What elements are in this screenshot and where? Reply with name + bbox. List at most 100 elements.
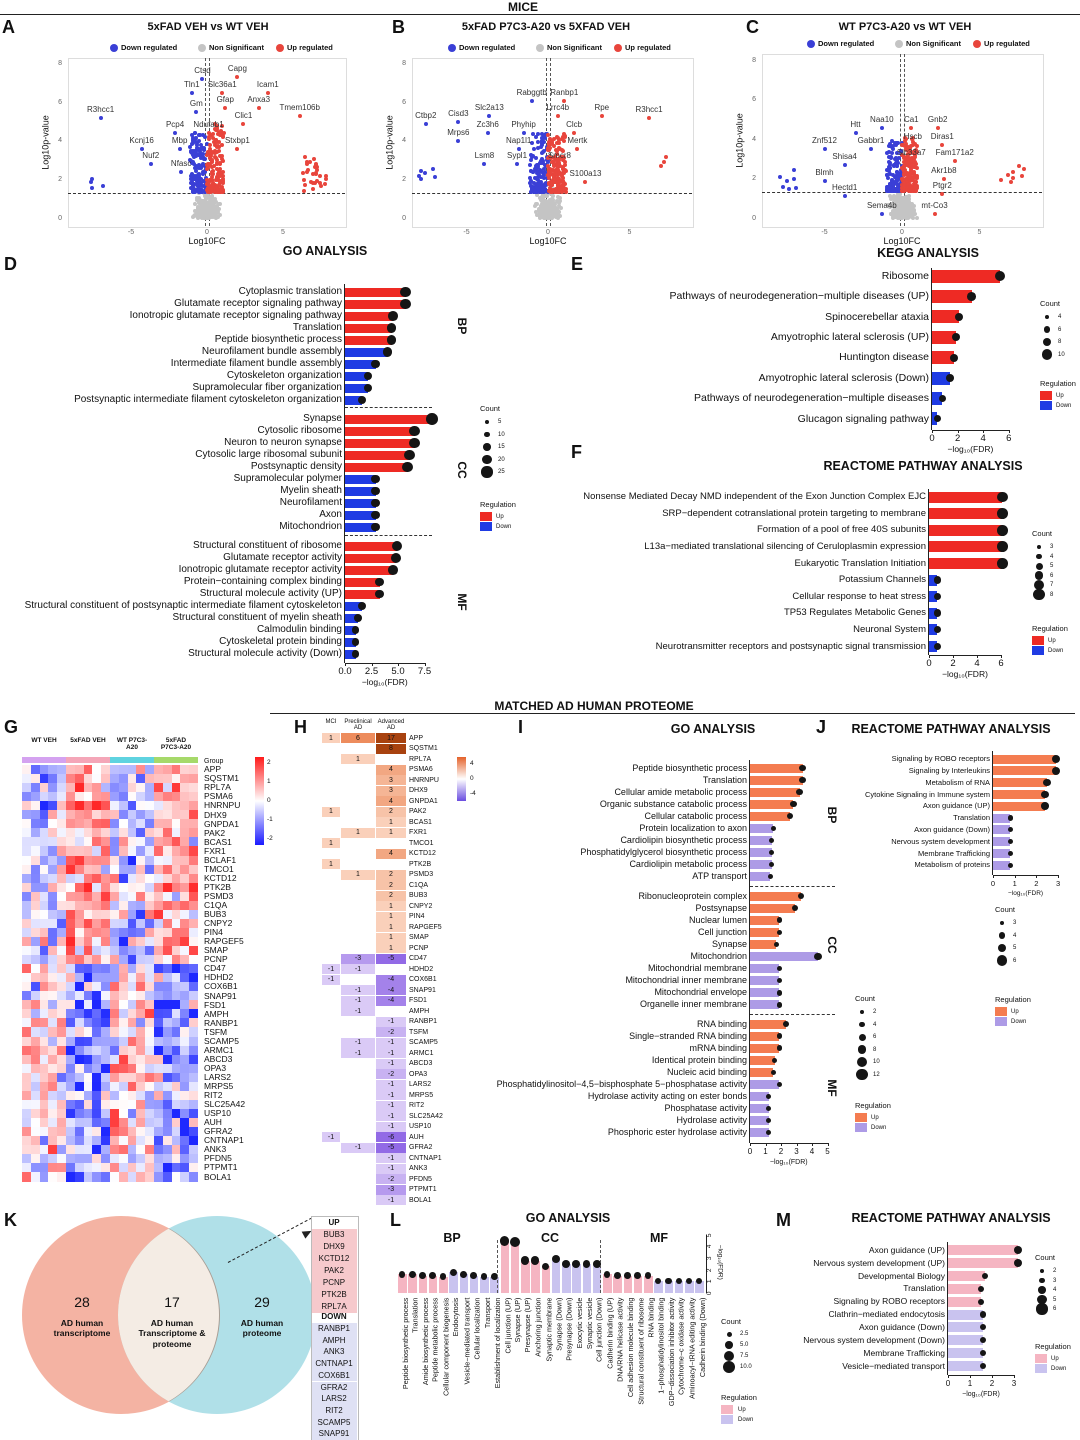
count-dot [933, 592, 942, 601]
count-dot [766, 1106, 772, 1112]
heatmap-cell [22, 1036, 32, 1046]
heatmap-cell [118, 1145, 128, 1155]
heatmap-cell [162, 828, 172, 838]
heatmap-cell [66, 1081, 76, 1092]
term-label: Nuclear lumen [688, 914, 747, 925]
heatmap-cell [48, 855, 58, 865]
gene-label: Naa10 [870, 114, 894, 124]
legend-label: Non Significant [209, 43, 264, 53]
gene-label: AMPH [409, 1007, 430, 1015]
data-point [550, 187, 555, 192]
count-dot [982, 1272, 989, 1279]
heatmap-cell [127, 1036, 137, 1046]
count-dot [980, 1363, 987, 1370]
heatmap-cell [30, 909, 40, 920]
x-tick-label: 0 [926, 658, 932, 670]
legend-down-label: Down [1056, 403, 1072, 409]
heatmap-cell [136, 1072, 146, 1083]
heatmap-cell [48, 1172, 58, 1182]
data-point [205, 215, 210, 220]
data-point [256, 106, 261, 111]
heatmap-cell [83, 891, 93, 902]
x-axis [750, 1143, 828, 1144]
heatmap-cell [145, 801, 155, 811]
term-label: L13a−mediated translational silencing of… [644, 541, 926, 553]
heatmap-cell [136, 882, 146, 892]
gene-label: RANBP1 [204, 1017, 239, 1028]
heatmap-cell [145, 955, 155, 965]
term-label: Peptide metabolic process [431, 1297, 441, 1383]
count-dot [1051, 754, 1061, 764]
cell-value: -1 [387, 1039, 395, 1047]
bar-up [750, 799, 794, 809]
heatmap-cell [22, 1127, 32, 1137]
term-label: Vesicle−mediated transport [842, 1360, 945, 1371]
gene-label: Hectd1 [831, 183, 858, 193]
heatmap-cell [110, 855, 120, 865]
term-label: Axon [319, 509, 342, 520]
count-dot [978, 1285, 984, 1292]
heatmap-cell [66, 982, 76, 992]
heatmap-cell [83, 1045, 93, 1055]
heatmap-cell [118, 846, 128, 856]
x-tick [970, 1375, 971, 1378]
heatmap-cell [189, 1027, 199, 1037]
heatmap-cell [30, 765, 40, 775]
term-label: Nucleic acid binding [666, 1066, 747, 1077]
heatmap-cell [189, 846, 199, 856]
legend-size-dot [1043, 326, 1051, 333]
heatmap-cell [162, 882, 172, 892]
heatmap-cell [30, 1154, 40, 1164]
heatmap-cell [22, 973, 32, 983]
heatmap-cell [145, 909, 155, 920]
legend-size-dot [1038, 1286, 1046, 1294]
count-dot [351, 650, 360, 658]
panel-letter: B [392, 17, 405, 37]
data-point [196, 187, 201, 192]
heatmap-cell [30, 946, 40, 956]
x-tick-label: 0.0 [338, 666, 352, 678]
term-label: Clathrin−mediated endocytosis [828, 1309, 945, 1320]
heatmap-cell [57, 1000, 67, 1010]
heatmap-cell [57, 936, 67, 947]
heatmap-cell [162, 891, 172, 902]
legend-count-value: 5 [1050, 563, 1054, 569]
heatmap-cell [136, 765, 146, 775]
legend-size-dot [998, 932, 1006, 939]
heatmap-cell [22, 810, 32, 820]
heatmap-cell [162, 1054, 172, 1064]
heatmap-cell [30, 1063, 40, 1073]
heatmap-cell [154, 1018, 164, 1028]
x-tick-label: -5 [127, 228, 135, 236]
count-dot [933, 415, 941, 423]
data-point [879, 125, 884, 130]
ontology-label: MF [649, 1230, 669, 1245]
heatmap-cell [39, 900, 49, 911]
heatmap-cell [180, 828, 190, 838]
term-label: Neurofilament [279, 497, 342, 508]
legend-size-dot [856, 1068, 868, 1081]
heatmap-cell [180, 855, 190, 865]
heatmap-cell [39, 927, 49, 938]
heatmap-cell [127, 973, 137, 983]
data-point [906, 214, 911, 219]
heatmap-cell [154, 837, 164, 847]
heatmap-cell [39, 828, 49, 838]
heatmap-cell [118, 837, 128, 847]
heatmap-cell [171, 1154, 181, 1164]
bar-up [929, 557, 1003, 569]
heatmap-cell [145, 1117, 155, 1128]
heatmap-cell [30, 1163, 40, 1173]
bar-up [345, 311, 393, 321]
count-dot [938, 394, 946, 403]
bar-down [750, 964, 780, 974]
bar-down [948, 1361, 984, 1372]
data-point [545, 201, 550, 206]
heatmap-cell [145, 1036, 155, 1046]
heatmap-cell [154, 1154, 164, 1164]
heatmap-cell [127, 810, 137, 820]
term-label: Phosphatase activity [664, 1103, 747, 1114]
bar-up [750, 927, 780, 937]
heatmap-cell [22, 1108, 32, 1119]
x-axis-label: Log10FC [883, 235, 921, 246]
